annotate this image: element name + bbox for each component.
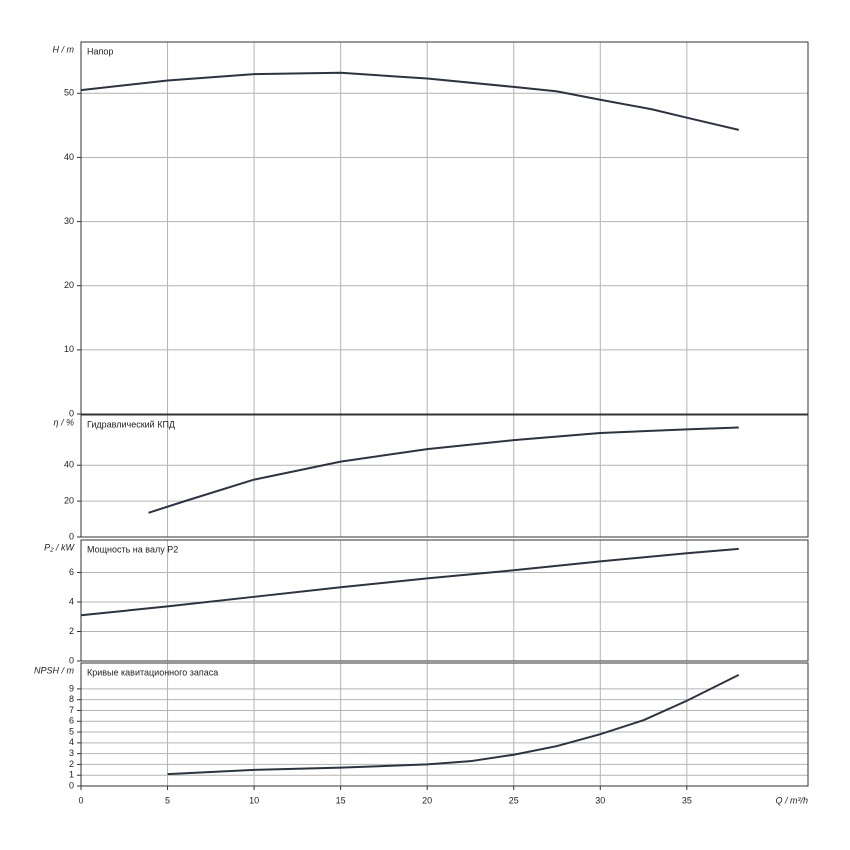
y-axis-label: P₂ / kW <box>44 542 75 552</box>
y-tick-label: 10 <box>64 344 74 354</box>
y-tick-label: 6 <box>69 716 74 726</box>
x-tick-label: 15 <box>336 795 346 805</box>
plot-frame <box>80 539 809 662</box>
y-tick-label: 8 <box>69 694 74 704</box>
panel-title: Напор <box>87 46 113 56</box>
plot-area <box>81 663 808 786</box>
plot-frame <box>80 41 809 415</box>
y-axis-label: H / m <box>53 44 75 54</box>
y-tick-label: 0 <box>69 531 74 541</box>
panel-title: Гидравлический КПД <box>87 419 175 429</box>
y-tick-label: 6 <box>69 567 74 577</box>
panel-title: Мощность на валу P2 <box>87 544 178 554</box>
y-tick-label: 9 <box>69 683 74 693</box>
y-tick-label: 3 <box>69 748 74 758</box>
plot-area <box>81 540 808 661</box>
y-tick-label: 0 <box>69 655 74 665</box>
x-tick-label: 20 <box>422 795 432 805</box>
y-tick-label: 4 <box>69 596 74 606</box>
curve <box>148 426 739 514</box>
y-tick-label: 30 <box>64 216 74 226</box>
y-tick-label: 5 <box>69 726 74 736</box>
curve <box>80 547 739 617</box>
y-tick-label: 2 <box>69 759 74 769</box>
x-tick-label: 30 <box>595 795 605 805</box>
y-tick-label: 2 <box>69 626 74 636</box>
y-tick-label: 40 <box>64 460 74 470</box>
plot-frame <box>80 414 809 538</box>
x-tick-label: 5 <box>165 795 170 805</box>
y-tick-label: 0 <box>69 408 74 418</box>
y-tick-label: 7 <box>69 705 74 715</box>
x-tick-label: 10 <box>249 795 259 805</box>
plot-area <box>81 42 808 414</box>
x-tick-label: 0 <box>78 795 83 805</box>
y-tick-label: 0 <box>69 780 74 790</box>
x-tick-label: 35 <box>682 795 692 805</box>
y-tick-label: 1 <box>69 770 74 780</box>
panel-title: Кривые кавитационного запаса <box>87 667 218 677</box>
y-tick-label: 20 <box>64 280 74 290</box>
plot-frame <box>80 662 809 787</box>
x-axis-label: Q / m³/h <box>775 795 808 805</box>
plot-area <box>81 415 808 537</box>
curve <box>80 71 739 131</box>
y-tick-label: 4 <box>69 737 74 747</box>
y-tick-label: 20 <box>64 495 74 505</box>
y-tick-label: 50 <box>64 88 74 98</box>
x-tick-label: 25 <box>509 795 519 805</box>
y-tick-label: 40 <box>64 152 74 162</box>
y-axis-label: η / % <box>53 417 74 427</box>
y-axis-label: NPSH / m <box>34 665 75 675</box>
curve <box>167 673 740 776</box>
